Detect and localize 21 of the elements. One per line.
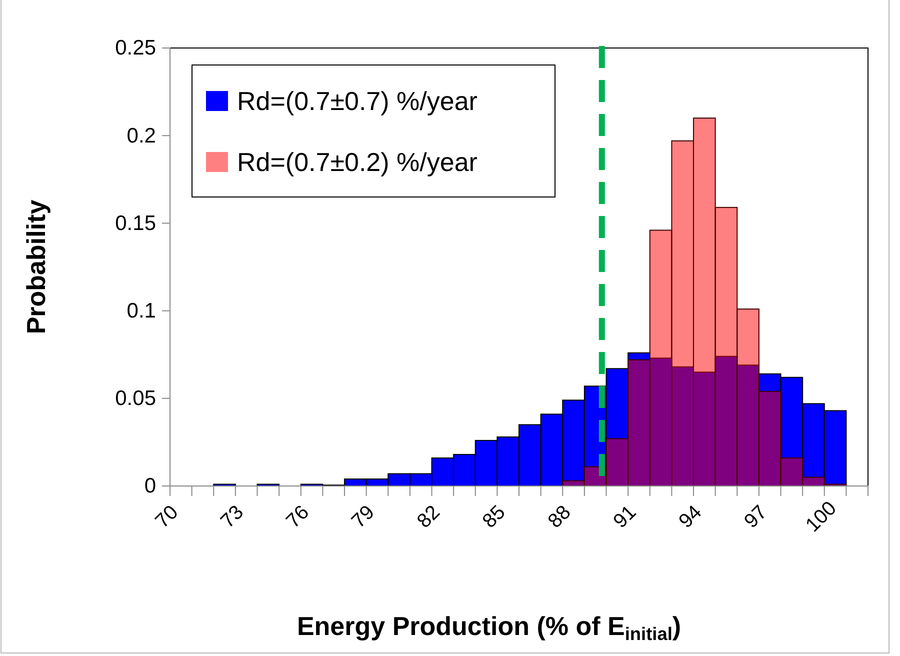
x-tick-label: 85	[478, 501, 510, 533]
x-tick-label: 97	[740, 501, 772, 533]
y-tick-label: 0	[144, 474, 156, 498]
x-tick-label: 70	[151, 501, 183, 533]
y-tick-label: 0.25	[115, 36, 156, 60]
legend-label: Rd=(0.7±0.2) %/year	[237, 147, 478, 177]
legend-label: Rd=(0.7±0.7) %/year	[237, 86, 478, 116]
x-tick-label: 76	[282, 501, 314, 533]
x-tick-label: 73	[216, 501, 248, 533]
x-tick-label: 82	[413, 501, 444, 533]
x-tick-label: 94	[674, 501, 706, 533]
y-tick-label: 0.05	[115, 387, 156, 410]
x-axis-title: Energy Production (% of E$_{initial}$)	[296, 611, 682, 644]
y-tick-label: 0.1	[126, 300, 156, 323]
x-tick-label: 91	[609, 501, 641, 533]
x-tick-label: 79	[348, 501, 379, 533]
y-tick-label: 0.15	[115, 212, 156, 235]
x-tick-label: 100	[802, 497, 841, 537]
y-axis-title: Probability	[21, 199, 51, 334]
x-tick-label: 88	[544, 501, 576, 533]
y-tick-label: 0.2	[126, 124, 156, 148]
